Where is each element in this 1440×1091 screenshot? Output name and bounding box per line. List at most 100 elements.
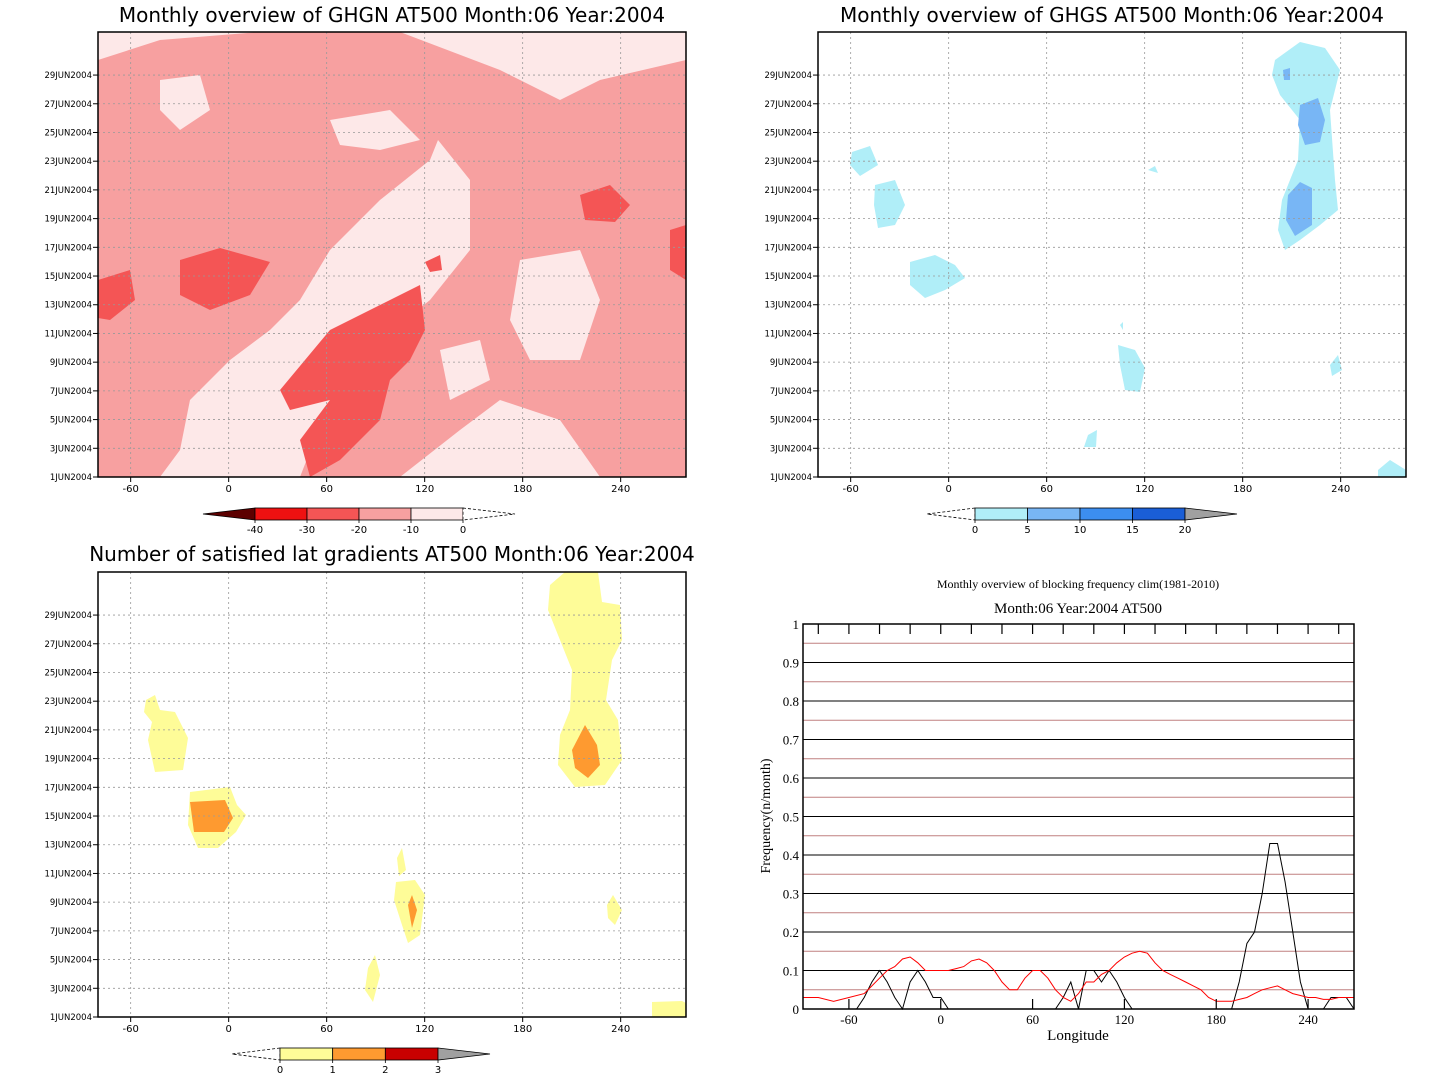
y-tick-label: 27JUN2004 xyxy=(44,640,92,650)
x-tick-label: 240 xyxy=(611,484,630,495)
y-tick-label: 0.1 xyxy=(783,964,799,979)
colorbar-arrow-low xyxy=(926,507,976,521)
panel3-colorbar: 0 1 2 3 xyxy=(231,1047,491,1076)
panel4-ylabel: Frequency(n/month) xyxy=(759,758,774,873)
series-line-0 xyxy=(803,843,1355,1011)
colorbar-label: -40 xyxy=(247,525,263,536)
colorbar-arrow-high xyxy=(437,1047,491,1061)
y-tick-label: 13JUN2004 xyxy=(764,301,812,311)
y-tick-label: 19JUN2004 xyxy=(44,755,92,765)
y-tick-label: 1 xyxy=(793,617,800,632)
panel1-title: Monthly overview of GHGN AT500 Month:06 … xyxy=(119,3,665,27)
x-tick-label: 60 xyxy=(1026,1012,1039,1027)
colorbar-label: 3 xyxy=(435,1065,441,1076)
x-tick-label: 60 xyxy=(320,1024,333,1035)
y-tick-label: 11JUN2004 xyxy=(44,869,92,879)
y-tick-label: 3JUN2004 xyxy=(50,984,92,994)
y-tick-label: 17JUN2004 xyxy=(764,243,812,253)
x-tick-label: -60 xyxy=(122,1024,138,1035)
colorbar-label: 2 xyxy=(382,1065,388,1076)
colorbar-arrow-low xyxy=(231,1047,281,1061)
panel1-field xyxy=(98,32,686,477)
colorbar-label: -10 xyxy=(403,525,419,536)
colorbar-box xyxy=(1027,507,1081,521)
x-tick-label: 180 xyxy=(513,1024,532,1035)
y-tick-label: 29JUN2004 xyxy=(44,611,92,621)
colorbar-label: -20 xyxy=(351,525,367,536)
y-tick-label: 1JUN2004 xyxy=(50,473,92,483)
y-tick-label: 9JUN2004 xyxy=(50,358,92,368)
colorbar-box xyxy=(358,507,412,521)
y-tick-label: 13JUN2004 xyxy=(44,301,92,311)
panel2-title: Monthly overview of GHGS AT500 Month:06 … xyxy=(840,3,1384,27)
y-tick-label: 0.4 xyxy=(783,848,800,863)
y-tick-label: 29JUN2004 xyxy=(764,71,812,81)
colorbar-box xyxy=(279,1047,334,1061)
y-tick-label: 15JUN2004 xyxy=(44,812,92,822)
x-tick-label: 180 xyxy=(513,484,532,495)
x-tick-label: 0 xyxy=(945,484,951,495)
colorbar-box xyxy=(306,507,360,521)
y-tick-label: 25JUN2004 xyxy=(44,128,92,138)
y-tick-label: 15JUN2004 xyxy=(764,272,812,282)
y-tick-label: 0.3 xyxy=(783,887,799,902)
y-tick-label: 1JUN2004 xyxy=(50,1013,92,1023)
y-tick-label: 7JUN2004 xyxy=(50,927,92,937)
y-tick-label: 1JUN2004 xyxy=(770,473,812,483)
y-tick-label: 0.7 xyxy=(783,733,800,748)
colorbar-box xyxy=(384,1047,439,1061)
panel1-frame xyxy=(97,31,687,478)
colorbar-arrow-high xyxy=(1184,507,1238,521)
y-tick-label: 23JUN2004 xyxy=(764,157,812,167)
colorbar-box xyxy=(1132,507,1186,521)
y-tick-label: 9JUN2004 xyxy=(770,358,812,368)
y-tick-label: 17JUN2004 xyxy=(44,783,92,793)
y-tick-label: 7JUN2004 xyxy=(50,387,92,397)
panel4-title: Monthly overview of blocking frequency c… xyxy=(937,577,1219,591)
y-tick-label: 11JUN2004 xyxy=(44,329,92,339)
panel-lat-gradients: Number of satisfied lat gradients AT500 … xyxy=(44,542,694,1076)
y-tick-label: 0 xyxy=(793,1002,800,1017)
y-tick-label: 17JUN2004 xyxy=(44,243,92,253)
y-tick-label: 5JUN2004 xyxy=(770,416,812,426)
y-tick-label: 0.5 xyxy=(783,810,799,825)
y-tick-label: 23JUN2004 xyxy=(44,157,92,167)
panel2-field xyxy=(850,42,1406,477)
x-tick-label: 180 xyxy=(1233,484,1252,495)
y-tick-label: 25JUN2004 xyxy=(44,668,92,678)
y-tick-label: 29JUN2004 xyxy=(44,71,92,81)
x-tick-label: 240 xyxy=(1298,1012,1318,1027)
colorbar-arrow-low xyxy=(202,507,256,521)
colorbar-label: 0 xyxy=(277,1065,283,1076)
colorbar-arrow-high xyxy=(462,507,516,521)
y-tick-label: 3JUN2004 xyxy=(770,444,812,454)
y-tick-label: 23JUN2004 xyxy=(44,697,92,707)
x-tick-label: -60 xyxy=(842,484,858,495)
colorbar-label: 20 xyxy=(1179,525,1192,536)
panel-blocking-frequency: Monthly overview of blocking frequency c… xyxy=(759,577,1355,1044)
y-tick-label: 21JUN2004 xyxy=(44,726,92,736)
y-tick-label: 9JUN2004 xyxy=(50,898,92,908)
x-tick-label: 120 xyxy=(415,484,434,495)
panel-ghgn: Monthly overview of GHGN AT500 Month:06 … xyxy=(44,3,687,536)
panel4-subtitle: Month:06 Year:2004 AT500 xyxy=(994,601,1162,617)
y-tick-label: 5JUN2004 xyxy=(50,956,92,966)
x-tick-label: -60 xyxy=(122,484,138,495)
series-line-1 xyxy=(803,950,1354,1002)
panel1-colorbar: -40 -30 -20 -10 0 xyxy=(202,507,516,536)
y-tick-label: 15JUN2004 xyxy=(44,272,92,282)
y-tick-label: 21JUN2004 xyxy=(764,186,812,196)
y-tick-label: 7JUN2004 xyxy=(770,387,812,397)
y-tick-label: 0.8 xyxy=(783,694,799,709)
y-tick-label: 0.2 xyxy=(783,925,799,940)
panel3-field xyxy=(144,572,686,1017)
x-tick-label: 240 xyxy=(611,1024,630,1035)
x-tick-label: 0 xyxy=(938,1012,945,1027)
panel-ghgs: Monthly overview of GHGS AT500 Month:06 … xyxy=(764,3,1407,536)
x-tick-label: 60 xyxy=(320,484,333,495)
y-tick-label: 19JUN2004 xyxy=(44,215,92,225)
y-tick-label: 11JUN2004 xyxy=(764,329,812,339)
colorbar-label: 15 xyxy=(1126,525,1139,536)
x-tick-label: 0 xyxy=(225,1024,231,1035)
